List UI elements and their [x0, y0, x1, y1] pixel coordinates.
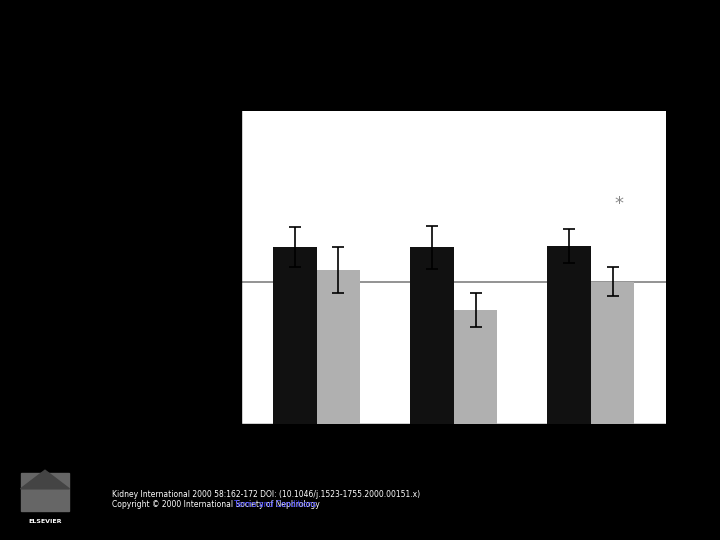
Bar [410, 247, 454, 424]
Bar [273, 247, 317, 424]
Bar [546, 246, 590, 424]
Text: ELSEVIER: ELSEVIER [28, 519, 62, 524]
Bar [317, 270, 361, 424]
Text: Copyright © 2000 International Society of Nephrology: Copyright © 2000 International Society o… [112, 501, 322, 509]
Text: days after streptozotocin: days after streptozotocin [409, 470, 600, 485]
Text: Figure 10: Figure 10 [322, 19, 398, 37]
Text: Smad 2/4 and 3/4 complex abundance
% of sham animals: Smad 2/4 and 3/4 complex abundance % of … [148, 129, 176, 371]
Text: Terms and Conditions: Terms and Conditions [234, 501, 316, 509]
Text: Kidney International 2000 58:162-172 DOI: (10.1046/j.1523-1755.2000.00151.x): Kidney International 2000 58:162-172 DOI… [112, 490, 420, 498]
Bar [21, 473, 70, 511]
Polygon shape [21, 470, 70, 489]
Bar [590, 281, 634, 424]
Text: Time,: Time, [361, 470, 409, 485]
Bar [454, 310, 498, 424]
Text: *: * [615, 195, 624, 213]
